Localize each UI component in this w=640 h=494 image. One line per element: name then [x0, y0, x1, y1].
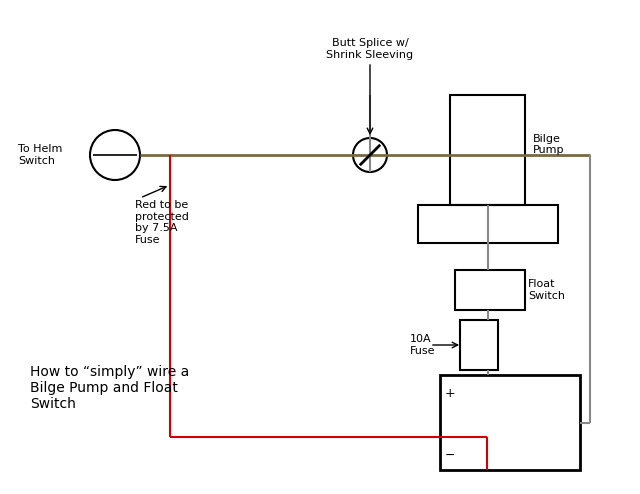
- Text: How to “simply” wire a
Bilge Pump and Float
Switch: How to “simply” wire a Bilge Pump and Fl…: [30, 365, 189, 412]
- Text: −: −: [445, 449, 456, 462]
- Bar: [455, 270, 525, 310]
- Text: Red to be
protected
by 7.5A
Fuse: Red to be protected by 7.5A Fuse: [135, 200, 189, 245]
- Text: To Helm
Switch: To Helm Switch: [18, 144, 62, 166]
- Bar: [440, 375, 580, 470]
- Bar: [460, 320, 498, 370]
- Bar: [418, 205, 558, 243]
- Text: +: +: [445, 387, 456, 400]
- Text: 10A
Fuse: 10A Fuse: [410, 334, 435, 356]
- Bar: [450, 95, 525, 205]
- Text: Bilge
Pump: Bilge Pump: [533, 134, 564, 155]
- Text: Float
Switch: Float Switch: [528, 279, 565, 301]
- Text: Butt Splice w/
Shrink Sleeving: Butt Splice w/ Shrink Sleeving: [326, 39, 413, 60]
